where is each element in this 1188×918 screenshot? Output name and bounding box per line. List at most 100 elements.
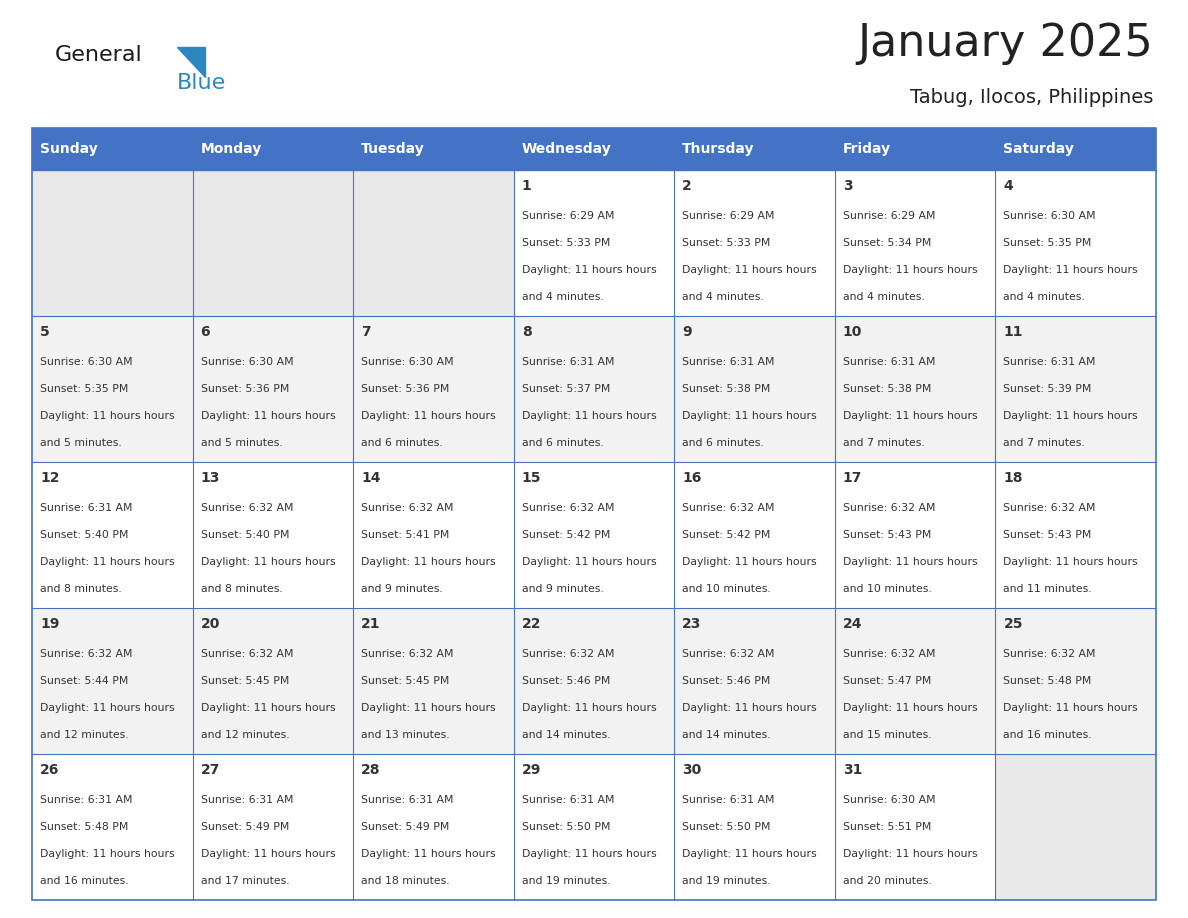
Bar xyxy=(835,316,996,462)
Text: 16: 16 xyxy=(682,471,702,485)
Text: 29: 29 xyxy=(522,763,541,777)
Text: and 10 minutes.: and 10 minutes. xyxy=(682,584,771,594)
Text: and 18 minutes.: and 18 minutes. xyxy=(361,876,450,886)
Text: Daylight: 11 hours hours: Daylight: 11 hours hours xyxy=(522,557,656,567)
Text: 25: 25 xyxy=(1004,617,1023,631)
Bar xyxy=(996,170,1156,316)
Text: Sunrise: 6:32 AM: Sunrise: 6:32 AM xyxy=(522,503,614,513)
Bar xyxy=(675,608,835,754)
Text: Daylight: 11 hours hours: Daylight: 11 hours hours xyxy=(842,557,978,567)
Text: Daylight: 11 hours hours: Daylight: 11 hours hours xyxy=(40,411,175,420)
Text: Sunset: 5:45 PM: Sunset: 5:45 PM xyxy=(361,676,449,686)
Text: Daylight: 11 hours hours: Daylight: 11 hours hours xyxy=(682,557,817,567)
Bar xyxy=(353,608,513,754)
Bar xyxy=(675,170,835,316)
Text: 24: 24 xyxy=(842,617,862,631)
Text: Friday: Friday xyxy=(842,142,891,156)
Text: Sunrise: 6:30 AM: Sunrise: 6:30 AM xyxy=(201,357,293,367)
Text: Sunrise: 6:32 AM: Sunrise: 6:32 AM xyxy=(842,503,935,513)
Text: General: General xyxy=(55,45,143,65)
Text: Sunrise: 6:31 AM: Sunrise: 6:31 AM xyxy=(842,357,935,367)
Text: 3: 3 xyxy=(842,179,853,193)
Text: Monday: Monday xyxy=(201,142,261,156)
Text: Sunset: 5:41 PM: Sunset: 5:41 PM xyxy=(361,530,449,540)
Bar xyxy=(353,754,513,900)
Text: and 4 minutes.: and 4 minutes. xyxy=(682,292,764,302)
Text: Sunset: 5:48 PM: Sunset: 5:48 PM xyxy=(1004,676,1092,686)
Text: and 4 minutes.: and 4 minutes. xyxy=(522,292,604,302)
Polygon shape xyxy=(177,47,206,77)
Text: Sunset: 5:51 PM: Sunset: 5:51 PM xyxy=(842,822,931,832)
Text: Daylight: 11 hours hours: Daylight: 11 hours hours xyxy=(682,849,817,859)
Bar xyxy=(996,462,1156,608)
Text: and 14 minutes.: and 14 minutes. xyxy=(522,730,611,740)
Text: Sunset: 5:43 PM: Sunset: 5:43 PM xyxy=(842,530,931,540)
Text: Blue: Blue xyxy=(177,73,226,93)
Bar xyxy=(835,128,996,170)
Text: Daylight: 11 hours hours: Daylight: 11 hours hours xyxy=(201,411,335,420)
Bar xyxy=(192,462,353,608)
Bar xyxy=(835,608,996,754)
Bar xyxy=(513,754,675,900)
Text: and 6 minutes.: and 6 minutes. xyxy=(682,438,764,448)
Text: Sunrise: 6:32 AM: Sunrise: 6:32 AM xyxy=(201,649,293,659)
Text: Sunrise: 6:32 AM: Sunrise: 6:32 AM xyxy=(682,649,775,659)
Bar xyxy=(835,462,996,608)
Text: and 19 minutes.: and 19 minutes. xyxy=(522,876,611,886)
Text: Wednesday: Wednesday xyxy=(522,142,612,156)
Text: and 5 minutes.: and 5 minutes. xyxy=(40,438,122,448)
Text: 18: 18 xyxy=(1004,471,1023,485)
Text: Sunset: 5:42 PM: Sunset: 5:42 PM xyxy=(522,530,611,540)
Text: Saturday: Saturday xyxy=(1004,142,1074,156)
Text: and 10 minutes.: and 10 minutes. xyxy=(842,584,931,594)
Text: Sunrise: 6:32 AM: Sunrise: 6:32 AM xyxy=(40,649,133,659)
Bar xyxy=(32,170,192,316)
Text: Sunset: 5:46 PM: Sunset: 5:46 PM xyxy=(682,676,771,686)
Text: Sunset: 5:49 PM: Sunset: 5:49 PM xyxy=(361,822,449,832)
Text: Sunday: Sunday xyxy=(40,142,97,156)
Text: and 8 minutes.: and 8 minutes. xyxy=(201,584,283,594)
Text: Sunrise: 6:30 AM: Sunrise: 6:30 AM xyxy=(1004,211,1097,221)
Text: 10: 10 xyxy=(842,325,862,339)
Text: 1: 1 xyxy=(522,179,531,193)
Text: Daylight: 11 hours hours: Daylight: 11 hours hours xyxy=(361,557,495,567)
Text: Sunrise: 6:32 AM: Sunrise: 6:32 AM xyxy=(1004,503,1097,513)
Bar xyxy=(835,170,996,316)
Text: 7: 7 xyxy=(361,325,371,339)
Text: Sunrise: 6:31 AM: Sunrise: 6:31 AM xyxy=(1004,357,1097,367)
Bar xyxy=(996,128,1156,170)
Text: Daylight: 11 hours hours: Daylight: 11 hours hours xyxy=(201,557,335,567)
Text: Sunrise: 6:30 AM: Sunrise: 6:30 AM xyxy=(842,795,935,805)
Text: Sunset: 5:37 PM: Sunset: 5:37 PM xyxy=(522,384,611,394)
Text: 28: 28 xyxy=(361,763,380,777)
Text: 19: 19 xyxy=(40,617,59,631)
Text: and 20 minutes.: and 20 minutes. xyxy=(842,876,931,886)
Text: and 12 minutes.: and 12 minutes. xyxy=(40,730,128,740)
Text: 30: 30 xyxy=(682,763,702,777)
Text: Sunset: 5:34 PM: Sunset: 5:34 PM xyxy=(842,238,931,248)
Text: Sunset: 5:50 PM: Sunset: 5:50 PM xyxy=(522,822,611,832)
Text: Sunrise: 6:31 AM: Sunrise: 6:31 AM xyxy=(522,795,614,805)
Text: Sunset: 5:44 PM: Sunset: 5:44 PM xyxy=(40,676,128,686)
Text: Daylight: 11 hours hours: Daylight: 11 hours hours xyxy=(522,265,656,274)
Text: Sunrise: 6:32 AM: Sunrise: 6:32 AM xyxy=(1004,649,1097,659)
Bar xyxy=(996,754,1156,900)
Bar xyxy=(996,316,1156,462)
Text: Daylight: 11 hours hours: Daylight: 11 hours hours xyxy=(40,557,175,567)
Text: Sunset: 5:36 PM: Sunset: 5:36 PM xyxy=(201,384,289,394)
Text: Sunset: 5:46 PM: Sunset: 5:46 PM xyxy=(522,676,611,686)
Bar xyxy=(513,608,675,754)
Text: Daylight: 11 hours hours: Daylight: 11 hours hours xyxy=(201,703,335,713)
Text: and 14 minutes.: and 14 minutes. xyxy=(682,730,771,740)
Text: Sunset: 5:33 PM: Sunset: 5:33 PM xyxy=(522,238,611,248)
Text: 4: 4 xyxy=(1004,179,1013,193)
Text: 5: 5 xyxy=(40,325,50,339)
Bar xyxy=(513,316,675,462)
Text: Sunset: 5:48 PM: Sunset: 5:48 PM xyxy=(40,822,128,832)
Text: Sunset: 5:36 PM: Sunset: 5:36 PM xyxy=(361,384,449,394)
Text: Daylight: 11 hours hours: Daylight: 11 hours hours xyxy=(1004,265,1138,274)
Text: Daylight: 11 hours hours: Daylight: 11 hours hours xyxy=(361,849,495,859)
Text: Sunrise: 6:29 AM: Sunrise: 6:29 AM xyxy=(522,211,614,221)
Text: and 7 minutes.: and 7 minutes. xyxy=(1004,438,1085,448)
Text: 12: 12 xyxy=(40,471,59,485)
